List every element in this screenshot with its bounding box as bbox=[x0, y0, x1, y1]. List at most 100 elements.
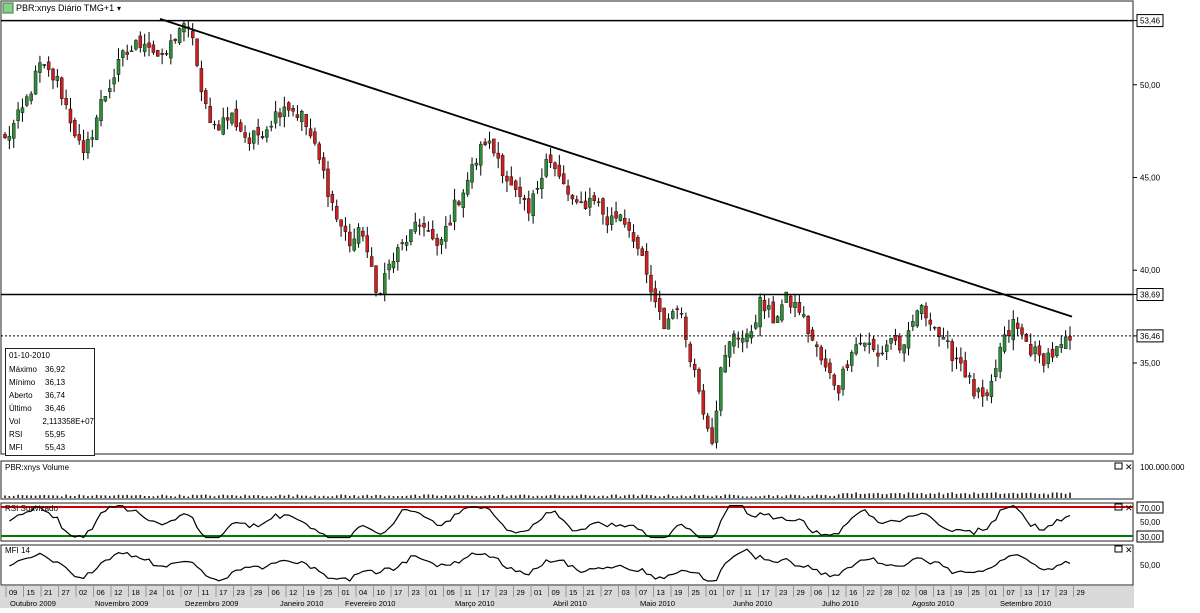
close-icon[interactable]: ✕ bbox=[1125, 462, 1133, 472]
candle-body bbox=[252, 130, 256, 144]
candle-body bbox=[177, 28, 182, 44]
volume-bar bbox=[375, 494, 377, 498]
candle bbox=[1024, 333, 1029, 342]
candle-body bbox=[850, 352, 854, 366]
volume-panel-frame bbox=[0, 460, 1134, 500]
volume-bar bbox=[807, 496, 809, 498]
candle bbox=[1028, 333, 1033, 358]
volume-bar bbox=[554, 494, 556, 498]
date-tick-label: 02 bbox=[79, 588, 87, 597]
candle-body bbox=[963, 360, 967, 378]
chevron-down-icon[interactable]: ▾ bbox=[117, 4, 121, 13]
volume-bar bbox=[820, 495, 823, 498]
volume-bar bbox=[65, 494, 67, 498]
volume-bar bbox=[702, 494, 705, 498]
candle bbox=[265, 126, 269, 143]
candle-body bbox=[269, 125, 273, 128]
candle-body bbox=[1007, 330, 1011, 337]
mfi-tick-label: 50,00 bbox=[1140, 561, 1161, 570]
volume-bar bbox=[981, 492, 984, 498]
price-label-box bbox=[1136, 288, 1164, 302]
candle bbox=[108, 79, 112, 99]
candle-body bbox=[431, 229, 435, 240]
price-tick-label: 45,00 bbox=[1140, 173, 1161, 182]
candle-body bbox=[609, 215, 614, 225]
candle-body bbox=[317, 143, 321, 160]
volume-bar bbox=[868, 493, 871, 498]
maximize-icon[interactable] bbox=[1114, 503, 1123, 511]
candle bbox=[719, 366, 723, 417]
volume-bar bbox=[187, 496, 190, 498]
trendline[interactable] bbox=[159, 18, 1073, 318]
volume-bar bbox=[632, 494, 635, 498]
close-icon[interactable]: ✕ bbox=[1125, 545, 1133, 555]
candle bbox=[649, 264, 653, 302]
info-label: RSI bbox=[9, 430, 23, 439]
volume-bar bbox=[562, 495, 565, 498]
month-label: Agosto 2010 bbox=[912, 599, 954, 608]
volume-bar bbox=[737, 495, 740, 498]
volume-bar bbox=[933, 493, 936, 498]
candle bbox=[134, 39, 138, 51]
maximize-icon[interactable] bbox=[1114, 462, 1123, 470]
candle-body bbox=[561, 173, 566, 185]
close-icon[interactable]: ✕ bbox=[1125, 503, 1133, 513]
volume-bar bbox=[1034, 493, 1036, 498]
volume-bar bbox=[39, 495, 41, 498]
symbol-icon bbox=[2, 2, 14, 14]
candle-body bbox=[994, 368, 998, 378]
volume-bar bbox=[829, 495, 831, 498]
volume-bar bbox=[397, 496, 399, 498]
candle-body bbox=[570, 194, 575, 200]
candle bbox=[575, 195, 579, 205]
volume-bar bbox=[912, 492, 914, 498]
candle-body bbox=[496, 152, 500, 159]
volume-bar bbox=[567, 495, 569, 498]
candle bbox=[217, 120, 221, 131]
volume-bar bbox=[43, 494, 46, 498]
candle-body bbox=[151, 44, 156, 53]
candle bbox=[1007, 319, 1011, 343]
candle bbox=[513, 179, 518, 198]
candle bbox=[422, 216, 426, 237]
maximize-icon[interactable] bbox=[1114, 545, 1123, 553]
candle bbox=[793, 294, 797, 318]
volume-bar bbox=[903, 494, 905, 498]
volume-bar bbox=[837, 494, 840, 498]
candle-body bbox=[754, 322, 758, 329]
volume-bar bbox=[47, 495, 50, 498]
volume-bar bbox=[1012, 492, 1015, 498]
candle bbox=[60, 76, 64, 106]
candle-body bbox=[505, 175, 509, 182]
month-label: Junho 2010 bbox=[733, 599, 772, 608]
volume-bar bbox=[650, 495, 652, 498]
volume-bar bbox=[126, 494, 129, 498]
volume-bar bbox=[349, 495, 351, 498]
candle-body bbox=[90, 137, 95, 140]
candle-body bbox=[671, 311, 675, 319]
symbol-title[interactable]: PBR:xnys Diário TMG+1 bbox=[16, 3, 114, 13]
candle-body bbox=[225, 117, 230, 121]
volume-bar bbox=[733, 494, 735, 498]
candle-body bbox=[771, 301, 775, 324]
candle bbox=[815, 341, 819, 357]
volume-bar bbox=[864, 493, 866, 498]
volume-bar bbox=[615, 494, 617, 498]
candle bbox=[51, 67, 55, 90]
candle bbox=[465, 172, 470, 197]
volume-bar bbox=[1016, 493, 1019, 498]
info-value: 36,92 bbox=[45, 365, 66, 374]
volume-bar bbox=[523, 494, 526, 498]
candle-body bbox=[256, 126, 260, 136]
candle bbox=[553, 161, 557, 177]
date-tick-label: 23 bbox=[237, 588, 245, 597]
candle-body bbox=[190, 30, 195, 39]
candle-body bbox=[911, 321, 915, 327]
candle bbox=[16, 102, 20, 129]
volume-bar bbox=[196, 495, 198, 498]
date-tick-label: 15 bbox=[569, 588, 577, 597]
volume-bar bbox=[100, 495, 102, 498]
candle-body bbox=[985, 392, 989, 396]
rsi-tick-label: 50,00 bbox=[1140, 518, 1161, 527]
